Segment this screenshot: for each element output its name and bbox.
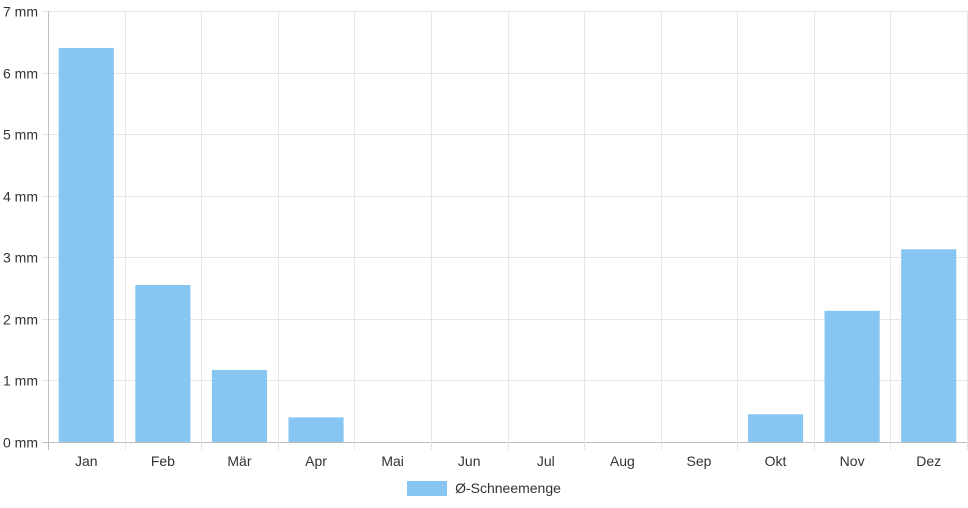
x-tick-label: Feb bbox=[151, 453, 175, 469]
grid-lines bbox=[42, 11, 968, 450]
bar-dez bbox=[901, 249, 957, 442]
x-tick-label: Mai bbox=[381, 453, 404, 469]
bar-apr bbox=[288, 417, 344, 442]
x-tick-label: Jul bbox=[537, 453, 555, 469]
x-tick-label: Apr bbox=[305, 453, 327, 469]
y-tick-label: 6 mm bbox=[3, 66, 38, 82]
y-tick-label: 5 mm bbox=[3, 127, 38, 143]
x-tick-label: Jun bbox=[458, 453, 481, 469]
x-tick-label: Aug bbox=[610, 453, 635, 469]
y-tick-label: 0 mm bbox=[3, 435, 38, 451]
y-axis: 0 mm 1 mm 2 mm 3 mm 4 mm 5 mm 6 mm 7 mm bbox=[3, 4, 38, 451]
legend[interactable]: Ø-Schneemenge bbox=[0, 480, 968, 496]
legend-label: Ø-Schneemenge bbox=[455, 480, 561, 496]
y-tick-label: 4 mm bbox=[3, 189, 38, 205]
y-tick-label: 7 mm bbox=[3, 4, 38, 20]
x-tick-label: Dez bbox=[916, 453, 941, 469]
bar-okt bbox=[747, 414, 804, 442]
x-tick-label: Jan bbox=[75, 453, 98, 469]
x-axis: Jan Feb Mär Apr Mai Jun Jul Aug Sep Okt Nov Dez bbox=[75, 453, 941, 469]
bars bbox=[58, 47, 957, 442]
x-tick-label: Sep bbox=[686, 453, 711, 469]
legend-swatch bbox=[407, 480, 448, 496]
bar-feb bbox=[135, 284, 191, 442]
y-tick-label: 3 mm bbox=[3, 250, 38, 266]
y-tick-label: 2 mm bbox=[3, 312, 38, 328]
x-tick-label: Nov bbox=[840, 453, 865, 469]
bar-nov bbox=[824, 310, 880, 442]
bar-jan bbox=[58, 47, 114, 442]
x-tick-label: Okt bbox=[765, 453, 787, 469]
y-tick-label: 1 mm bbox=[3, 373, 38, 389]
x-tick-label: Mär bbox=[227, 453, 251, 469]
bar-mär bbox=[211, 369, 268, 442]
